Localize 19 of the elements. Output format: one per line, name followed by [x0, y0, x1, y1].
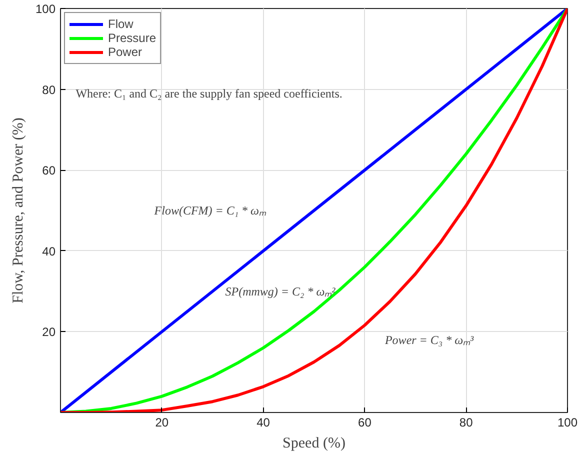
- annotation: Where: C₁ and C₂ are the supply fan speed coefficients.: [76, 86, 342, 100]
- annotation: SP(mmwg) = C₂ * ωₘ²: [225, 284, 336, 298]
- y-tick-label: 60: [42, 164, 56, 178]
- y-tick-label: 40: [42, 244, 56, 258]
- y-axis-title: Flow, Pressure, and Power (%): [10, 118, 26, 304]
- legend-label: Power: [108, 45, 142, 59]
- y-tick-label: 20: [42, 325, 56, 340]
- legend-label: Pressure: [108, 31, 156, 45]
- x-tick-label: 100: [557, 416, 578, 430]
- x-tick-label: 80: [459, 416, 474, 430]
- annotation: Power = C₃ * ωₘ³: [384, 332, 474, 347]
- x-tick-label: 60: [358, 416, 372, 430]
- annotation: Flow(CFM) = C₁ * ωₘ: [153, 204, 268, 218]
- y-tick-label: 80: [42, 82, 56, 97]
- x-tick-label: 20: [155, 416, 169, 430]
- x-tick-label: 40: [256, 416, 270, 430]
- y-tick-label: 100: [35, 2, 56, 16]
- x-axis-title: Speed (%): [282, 436, 346, 452]
- legend-label: Flow: [108, 17, 134, 31]
